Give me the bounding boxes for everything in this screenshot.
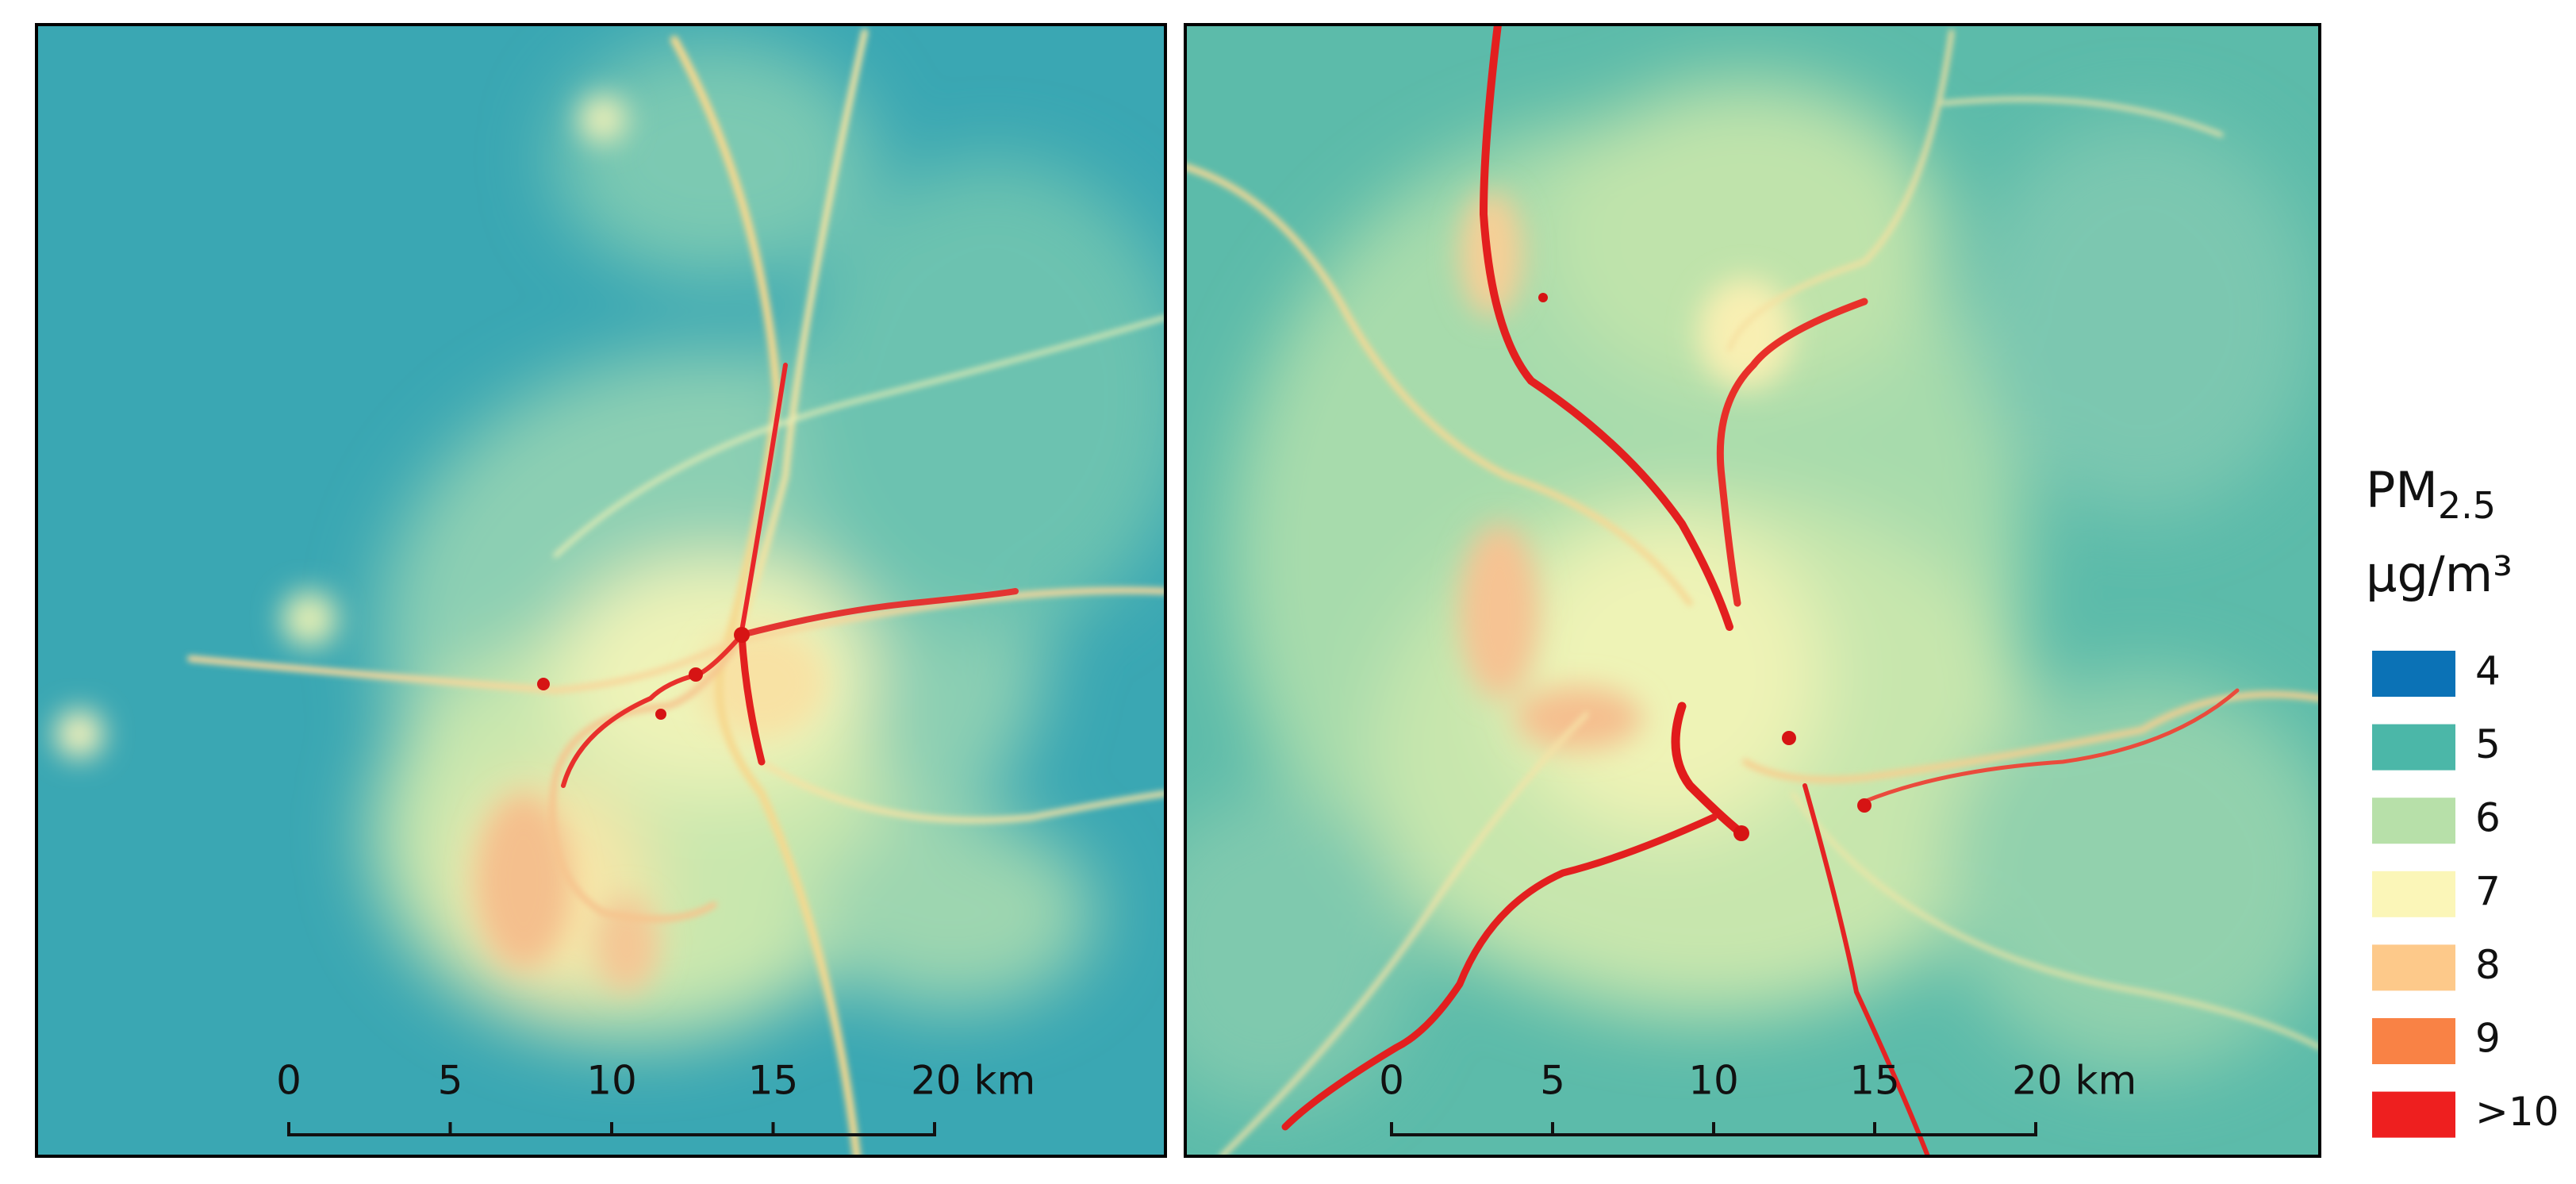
legend-swatch <box>2372 651 2455 697</box>
legend-label: 7 <box>2475 868 2501 914</box>
legend-label: 9 <box>2475 1016 2501 1062</box>
legend-title: PM2.5 <box>2366 461 2496 526</box>
legend-title-main: PM <box>2366 461 2438 519</box>
legend-label: 8 <box>2475 942 2501 988</box>
legend-swatch <box>2372 1091 2455 1138</box>
scale-bar-label: 15 <box>748 1058 799 1104</box>
scale-bar: 0 5 10 15 20 km <box>1379 1058 2136 1136</box>
scale-bar-label: 20 km <box>911 1058 1035 1104</box>
scale-bar-label: 0 <box>276 1058 301 1104</box>
legend-swatch <box>2372 871 2455 917</box>
legend-swatch <box>2372 1018 2455 1064</box>
legend-swatch <box>2372 724 2455 771</box>
scale-bar-label: 5 <box>438 1058 463 1104</box>
legend-label: 4 <box>2475 648 2501 694</box>
legend-title-subscript: 2.5 <box>2438 484 2496 527</box>
legend-label: 6 <box>2475 795 2501 841</box>
map-right <box>1185 25 2320 1156</box>
legend-swatch <box>2372 798 2455 844</box>
legend-label: 5 <box>2475 721 2501 767</box>
scale-bar-label: 0 <box>1379 1058 1404 1104</box>
legend-swatch <box>2372 944 2455 991</box>
legend-unit: µg/m³ <box>2366 545 2513 603</box>
legend: 4 5 6 7 8 9 >10 <box>2372 648 2559 1138</box>
legend-label: >10 <box>2475 1089 2559 1135</box>
scale-bar-label: 5 <box>1540 1058 1565 1104</box>
map-frame <box>1184 23 2321 1158</box>
scale-bar-label: 15 <box>1849 1058 1900 1104</box>
scale-bars: 0 5 10 15 20 km 0 5 10 15 20 km <box>276 1058 2136 1136</box>
scale-bar-label: 20 km <box>2012 1058 2136 1104</box>
scale-bar-label: 10 <box>1688 1058 1739 1104</box>
map-left <box>36 25 1165 1156</box>
scale-bar: 0 5 10 15 20 km <box>276 1058 1035 1136</box>
scale-bar-label: 10 <box>586 1058 637 1104</box>
map-frame <box>35 23 1167 1158</box>
